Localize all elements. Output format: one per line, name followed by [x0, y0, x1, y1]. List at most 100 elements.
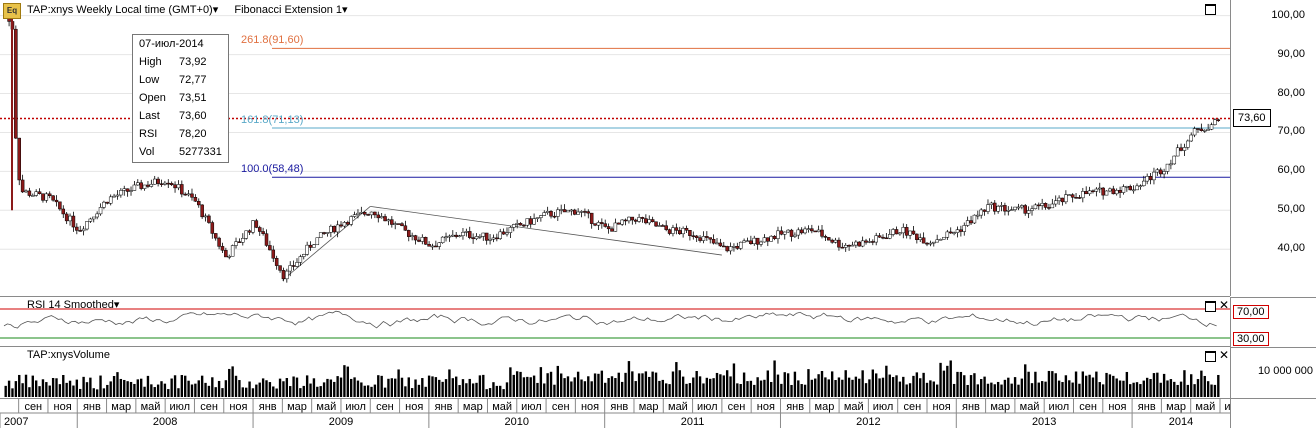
candle-body [640, 217, 645, 219]
volume-bar [1054, 373, 1057, 397]
maximize-icon[interactable] [1205, 4, 1216, 15]
candle-body [847, 244, 851, 247]
symbol-dropdown[interactable]: TAP:xnys Weekly Local time (GMT+0)▾ [27, 4, 218, 16]
price-axis[interactable]: 100,00 90,00 80,00 70,00 60,00 50,00 40,… [1230, 0, 1316, 296]
volume-bar [55, 378, 58, 397]
month-label: июл [697, 401, 718, 413]
candle-body [813, 230, 817, 233]
volume-bar [617, 372, 620, 397]
fib-level-label: 161.8(71,13) [241, 114, 304, 127]
volume-bar [783, 372, 786, 397]
candle-body [71, 215, 76, 228]
info-value: 73,92 [179, 56, 207, 68]
fib-level-label: 261.8(91,60) [241, 34, 304, 47]
candle-body [379, 216, 384, 219]
volume-bar [753, 384, 756, 397]
candle-body [867, 241, 872, 243]
volume-bar [570, 381, 573, 397]
rsi-chart[interactable] [0, 297, 1230, 346]
candle-body [942, 236, 946, 240]
candle-body [691, 235, 696, 237]
candle-body [1077, 197, 1082, 199]
candle-body [1098, 187, 1102, 190]
volume-bar [1051, 371, 1054, 397]
close-icon[interactable]: ✕ [1219, 298, 1230, 312]
volume-bar [136, 379, 139, 397]
volume-bar [109, 381, 112, 397]
candle-body [701, 236, 706, 241]
candle-body [921, 237, 926, 244]
volume-chart[interactable] [0, 347, 1230, 398]
candle-body [298, 256, 303, 263]
volume-bar [946, 365, 949, 397]
candle-body [725, 246, 729, 252]
candle-body [1033, 204, 1038, 210]
candle-body [1094, 188, 1099, 192]
volume-bar [759, 380, 763, 397]
rsi-pane[interactable]: RSI 14 Smoothed▾ ✕ [0, 297, 1230, 347]
candle-body [24, 190, 28, 193]
volume-bar [935, 384, 939, 397]
volume-bar [143, 386, 146, 397]
volume-bar [421, 378, 424, 397]
volume-bar [952, 383, 956, 397]
candle-body [1155, 169, 1160, 173]
candle-body [887, 234, 892, 239]
month-label: мар [1166, 401, 1186, 413]
volume-bar [529, 377, 532, 397]
year-label: 2010 [505, 416, 529, 428]
rsi-dropdown[interactable]: RSI 14 Smoothed▾ [27, 298, 119, 311]
candle-body [728, 246, 733, 252]
volume-bar [444, 379, 448, 397]
candle-body [694, 235, 699, 238]
volume-bar [34, 380, 38, 397]
maximize-icon[interactable] [1205, 301, 1216, 312]
volume-bar [658, 380, 661, 397]
time-axis[interactable]: сен ноя янв мар май июл сен ноя янв мар май июл сен н… [0, 398, 1230, 428]
volume-bar [590, 381, 593, 397]
month-label: май [844, 401, 864, 413]
volume-bar [634, 381, 637, 397]
volume-bar [654, 372, 658, 397]
volume-pane[interactable]: TAP:xnysVolume ✕ [0, 347, 1230, 399]
candle-body [644, 218, 648, 224]
candle-body [312, 244, 316, 248]
candle-body [593, 223, 597, 226]
volume-bar [1024, 364, 1027, 397]
volume-bar [1071, 382, 1074, 397]
chevron-down-icon: ▾ [113, 299, 120, 311]
volume-bar [932, 381, 935, 397]
candle-body [495, 237, 499, 240]
maximize-icon[interactable] [1205, 351, 1216, 362]
volume-bar [580, 379, 583, 397]
candle-body [633, 219, 638, 222]
volume-bar [709, 378, 712, 397]
volume-bar [41, 379, 45, 397]
volume-bar [522, 377, 526, 397]
volume-bar [786, 373, 790, 397]
info-label: Low [139, 74, 160, 86]
volume-bar [454, 376, 458, 397]
candle-body [1087, 190, 1092, 195]
volume-bar [129, 381, 133, 397]
volume-bar [244, 387, 248, 397]
info-box: 07-июл-2014 High 73,92 Low 72,77 Open 73,51… [132, 34, 229, 163]
candle-body [1128, 186, 1132, 191]
volume-bar [875, 373, 878, 397]
price-pane[interactable]: Eq TAP:xnys Weekly Local time (GMT+0)▾ F… [0, 0, 1230, 297]
volume-bar [441, 381, 444, 397]
volume-bar [637, 373, 641, 397]
study-dropdown[interactable]: Fibonacci Extension 1▾ [234, 4, 347, 16]
candle-body [1172, 155, 1177, 165]
candle-body [1135, 185, 1139, 191]
candle-body [827, 237, 831, 241]
volume-bar [644, 371, 648, 397]
price-chart[interactable] [0, 0, 1230, 296]
volume-bar [305, 375, 309, 397]
candle-body [14, 28, 18, 139]
candle-body [230, 245, 235, 257]
candle-body [352, 214, 357, 217]
volume-bar [858, 378, 861, 397]
volume-bar [1091, 377, 1095, 397]
close-icon[interactable]: ✕ [1219, 348, 1230, 362]
